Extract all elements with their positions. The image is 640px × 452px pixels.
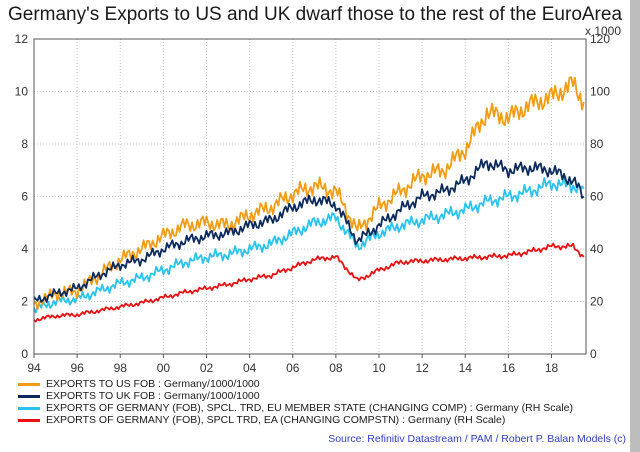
series-line-uk [33, 158, 585, 303]
y-right-tick-label: 0 [590, 347, 597, 361]
x-tick-label: 04 [243, 361, 257, 375]
right-axis-units-label: x 1000 [585, 24, 621, 38]
y-right-tick-label: 20 [590, 295, 604, 309]
y-left-tick-label: 4 [21, 242, 28, 256]
legend-label-uk: EXPORTS TO UK FOB : Germany/1000/1000 [46, 390, 260, 402]
series-line-us [33, 76, 585, 311]
y-left-tick-label: 8 [21, 137, 28, 151]
y-right-tick-label: 40 [590, 242, 604, 256]
y-right-tick-label: 60 [590, 190, 604, 204]
y-left-tick-label: 10 [15, 85, 29, 99]
x-tick-label: 00 [157, 361, 171, 375]
legend-item-ea: EXPORTS OF GERMANY (FOB), SPCL TRD, EA (… [18, 414, 618, 426]
x-tick-label: 10 [372, 361, 386, 375]
series-lines [33, 76, 585, 323]
legend-label-us: EXPORTS TO US FOB : Germany/1000/1000 [46, 378, 260, 390]
y-right-tick-label: 100 [590, 85, 610, 99]
legend-swatch-us [18, 382, 40, 386]
legend-label-ea: EXPORTS OF GERMANY (FOB), SPCL TRD, EA (… [46, 414, 506, 426]
legend-item-uk: EXPORTS TO UK FOB : Germany/1000/1000 [18, 390, 618, 402]
y-left-tick-label: 6 [21, 190, 28, 204]
y-right-tick-label: 80 [590, 137, 604, 151]
legend-item-eu: EXPORTS OF GERMANY (FOB), SPCL. TRD, EU … [18, 402, 618, 414]
chart-title: Germany's Exports to US and UK dwarf tho… [7, 4, 623, 25]
legend-swatch-eu [18, 406, 40, 410]
series-line-ea [33, 242, 585, 323]
x-tick-label: 98 [114, 361, 128, 375]
legend-item-us: EXPORTS TO US FOB : Germany/1000/1000 [18, 378, 618, 390]
x-tick-label: 02 [200, 361, 214, 375]
x-tick-label: 18 [545, 361, 559, 375]
x-tick-label: 16 [502, 361, 516, 375]
x-tick-label: 08 [329, 361, 343, 375]
y-left-tick-label: 0 [21, 347, 28, 361]
legend-swatch-uk [18, 394, 40, 398]
source-credit: Source: Refinitiv Datastream / PAM / Rob… [328, 433, 626, 445]
y-left-tick-label: 12 [15, 32, 29, 46]
legend-swatch-ea [18, 418, 40, 422]
y-left-tick-label: 2 [21, 295, 28, 309]
plot-area-border [33, 38, 587, 355]
x-tick-label: 12 [415, 361, 429, 375]
x-tick-label: 06 [286, 361, 300, 375]
legend-label-eu: EXPORTS OF GERMANY (FOB), SPCL. TRD, EU … [46, 402, 574, 414]
x-tick-label: 14 [459, 361, 473, 375]
legend: EXPORTS TO US FOB : Germany/1000/1000 EX… [18, 378, 618, 426]
window-frame-edge [630, 0, 640, 452]
x-tick-label: 94 [27, 361, 41, 375]
x-tick-label: 96 [70, 361, 84, 375]
y-right-tick-label: 120 [590, 32, 610, 46]
series-line-eu [33, 176, 585, 314]
